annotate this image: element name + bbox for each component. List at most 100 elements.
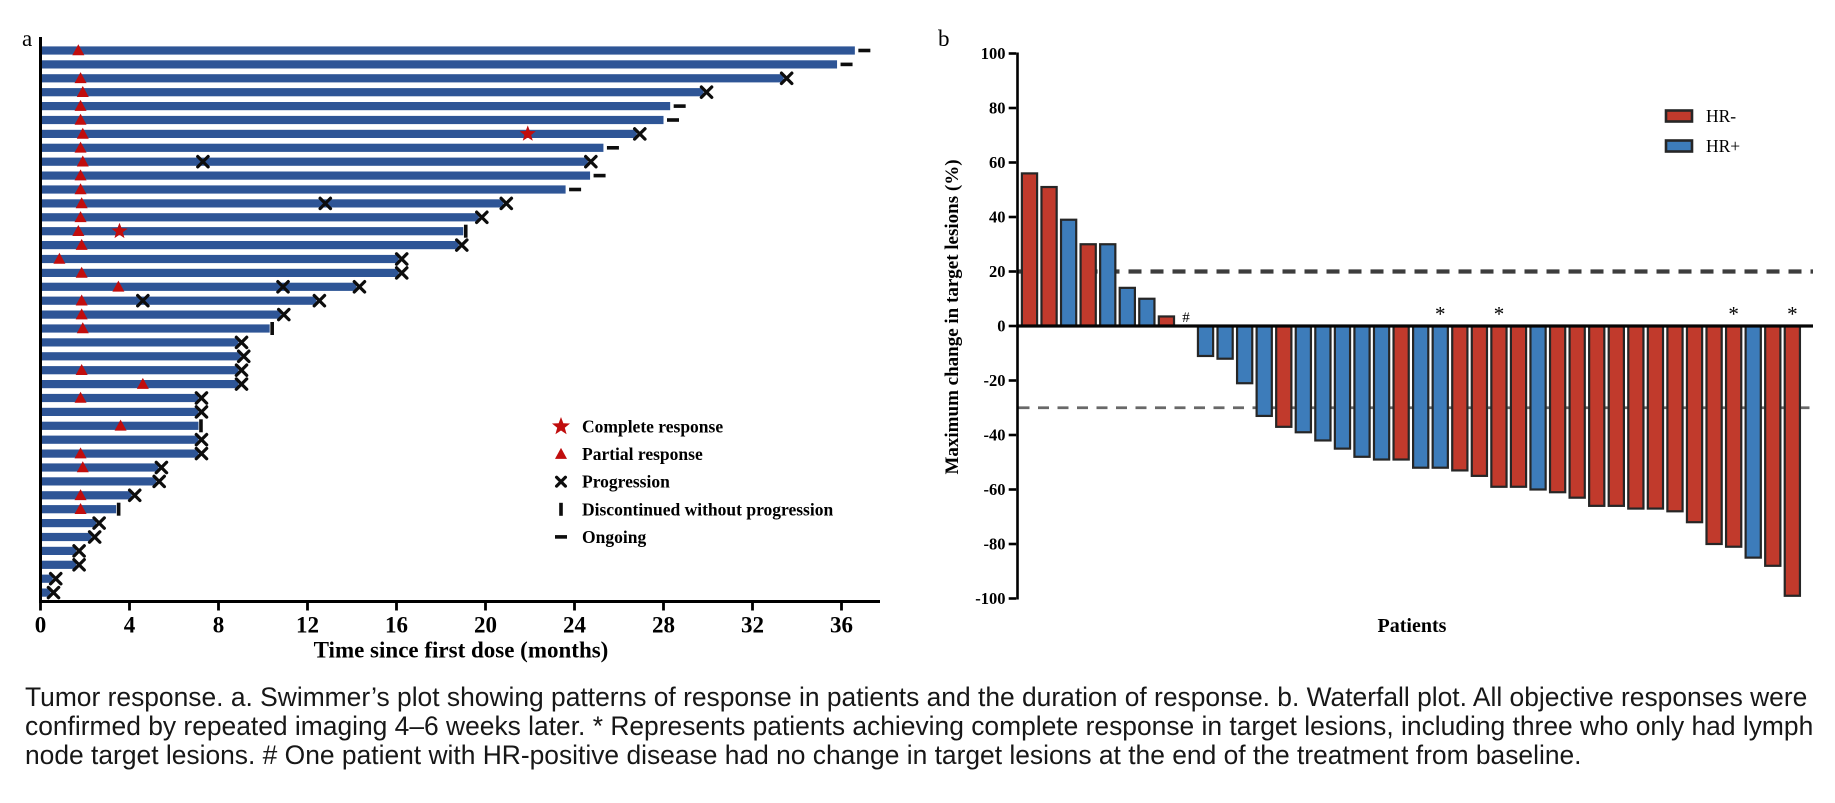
progression-x-icon	[277, 307, 291, 322]
swimmer-bar	[40, 352, 241, 361]
x-axis-tick	[128, 603, 131, 611]
x-axis-tick	[217, 603, 220, 611]
ongoing-dash-icon	[840, 62, 853, 67]
partial-response-triangle-icon	[112, 280, 125, 292]
swimmer-bar	[40, 88, 704, 97]
progression-x-icon	[48, 571, 63, 586]
swimmer-bar	[40, 463, 159, 472]
y-axis-tick-label: -100	[975, 589, 1005, 608]
partial-response-triangle-icon	[76, 86, 89, 97]
waterfall-bar	[1255, 324, 1273, 418]
partial-response-triangle-icon	[74, 72, 87, 84]
progression-x-icon	[318, 196, 333, 211]
complete-response-asterisk: *	[1435, 302, 1446, 326]
swimmer-bar	[40, 338, 239, 347]
x-axis-tick	[395, 603, 398, 611]
discontinued-bar-icon	[270, 322, 274, 335]
legend-label: HR+	[1706, 136, 1740, 156]
legend-label: Ongoing	[582, 527, 646, 547]
waterfall-bar	[1275, 324, 1293, 428]
progression-x-icon	[46, 585, 61, 600]
partial-response-triangle-icon	[72, 225, 85, 236]
partial-response-triangle-icon	[75, 238, 88, 250]
waterfall-bar	[1392, 324, 1410, 461]
legend-swatch	[1664, 139, 1694, 153]
progression-x-icon	[475, 210, 489, 225]
y-axis-tick	[1008, 433, 1017, 437]
swimmer-bar	[40, 324, 270, 333]
discontinued-bar-icon	[199, 419, 203, 433]
complete-response-star-icon	[111, 222, 128, 239]
panel-a-label: a	[22, 26, 33, 51]
progression-x-icon	[312, 293, 327, 308]
progression-x-icon	[72, 544, 86, 558]
x-axis-zero-line	[1016, 324, 1813, 328]
swimmer-bar	[40, 310, 281, 319]
legend-ongoing-icon	[555, 535, 567, 539]
progression-x-icon	[234, 363, 249, 377]
waterfall-bar	[1333, 324, 1352, 450]
y-axis-tick-label: 80	[989, 99, 1006, 118]
ongoing-dash-icon	[593, 173, 606, 178]
partial-response-triangle-icon	[72, 44, 85, 56]
y-axis-tick	[1008, 215, 1017, 219]
legend-label: Partial response	[582, 444, 703, 464]
ongoing-dash-icon	[858, 48, 871, 53]
waterfall-bar	[1118, 286, 1136, 328]
swimmer-bar	[40, 407, 199, 416]
legend-label: HR-	[1706, 106, 1736, 126]
legend-triangle-icon	[555, 447, 567, 459]
partial-response-triangle-icon	[74, 169, 87, 181]
y-axis-tick-label: 20	[989, 262, 1006, 281]
swimmer-bar	[40, 268, 399, 277]
ongoing-dash-icon	[667, 118, 679, 122]
y-axis-tick-label: -60	[984, 480, 1006, 499]
progression-x-icon	[394, 252, 409, 266]
figure-caption: Tumor response. a. Swimmer’s plot showin…	[25, 683, 1825, 770]
swimmer-bar	[40, 254, 399, 264]
partial-response-triangle-icon	[75, 294, 88, 306]
waterfall-bar	[1509, 324, 1528, 488]
swimmer-bar	[40, 102, 671, 111]
x-axis-tick-label: 24	[563, 613, 587, 638]
partial-response-triangle-icon	[74, 447, 87, 459]
partial-response-triangle-icon	[74, 183, 87, 195]
partial-response-triangle-icon	[75, 197, 88, 209]
ongoing-dash-icon	[673, 104, 686, 108]
caption-line-2: confirmed by repeated imaging 4–6 weeks …	[25, 711, 1814, 741]
progression-x-icon	[276, 280, 290, 294]
x-axis-title: Patients	[1378, 615, 1447, 637]
progression-x-icon	[699, 85, 714, 99]
swimmer-bar	[40, 60, 838, 69]
waterfall-bar	[1099, 243, 1117, 328]
ongoing-dash-icon	[569, 187, 582, 192]
waterfall-bar	[1607, 324, 1626, 507]
partial-response-triangle-icon	[74, 113, 87, 125]
y-axis-tick	[1008, 542, 1017, 546]
progression-x-icon	[234, 335, 249, 350]
complete-response-star-icon	[519, 125, 536, 141]
x-axis-tick	[751, 603, 754, 611]
waterfall-bar	[1079, 243, 1097, 328]
discontinued-bar-icon	[116, 502, 121, 516]
y-axis-tick	[1008, 106, 1017, 110]
waterfall-bar	[1040, 185, 1058, 328]
waterfall-bar	[1353, 324, 1371, 458]
swimmer-bar	[40, 213, 479, 222]
y-axis-tick-label: -80	[984, 535, 1006, 554]
y-axis-tick-label: 0	[997, 317, 1005, 336]
progression-x-icon	[136, 293, 150, 308]
swimmer-bar	[40, 477, 157, 486]
waterfall-plot: # * * * * 100 80 60 40 20 0 -20 -40 -60 -80 -100 Maximum…	[942, 44, 1813, 637]
x-axis-tick-label: 12	[296, 613, 319, 638]
swimmer-bar	[40, 115, 664, 125]
swimmer-bar	[40, 519, 97, 528]
partial-response-triangle-icon	[75, 266, 88, 278]
progression-x-icon	[499, 196, 514, 211]
swimmer-bar	[40, 157, 588, 166]
progression-x-icon	[194, 446, 209, 461]
swimmer-bar	[40, 227, 464, 236]
x-axis-tick	[306, 603, 309, 611]
progression-x-icon	[455, 238, 469, 252]
caption-line-1: Tumor response. a. Swimmer’s plot showin…	[25, 682, 1808, 712]
